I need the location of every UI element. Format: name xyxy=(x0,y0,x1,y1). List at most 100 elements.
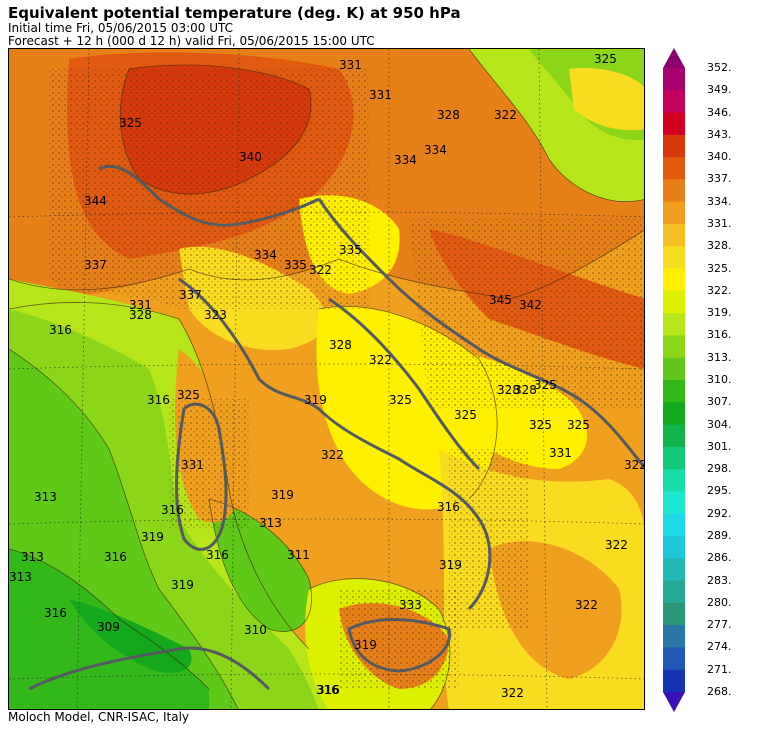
contour-label: 334 xyxy=(424,143,447,157)
contour-label: 309 xyxy=(97,620,120,634)
colorbar-bottom-arrow xyxy=(663,692,685,712)
contour-label: 319 xyxy=(354,638,377,652)
contour-labels: 325 331 331 322 325 328 334 334 340 344 … xyxy=(9,52,645,700)
contour-label: 322 xyxy=(501,686,524,700)
colorbar-tick-label: 268. xyxy=(707,685,732,698)
border-line xyxy=(98,164,320,227)
italy-east-coast xyxy=(328,297,481,471)
colorbar-tick-label: 271. xyxy=(707,662,732,676)
contour-label: 345 xyxy=(489,293,512,307)
colorbar-tick-label: 352. xyxy=(707,61,732,74)
contour-label: 331 xyxy=(339,58,362,72)
contour-label: 316 xyxy=(316,683,339,697)
colorbar-segment xyxy=(663,469,685,492)
colorbar-tick-label: 307. xyxy=(707,395,732,409)
contour-label: 325 xyxy=(454,408,477,422)
colorbar-segment xyxy=(663,536,685,559)
colorbar-segment xyxy=(663,134,685,158)
colorbar-segment xyxy=(663,558,685,582)
contour-label: 328 xyxy=(329,338,352,352)
colorbar-segment xyxy=(663,112,685,136)
contour-lines xyxy=(9,49,644,709)
colorbar-segment xyxy=(663,179,685,203)
colorbar-segment xyxy=(663,402,685,426)
contour-label: 316 xyxy=(49,323,72,337)
colorbar-tick-label: 325. xyxy=(707,261,732,275)
colorbar-tick-label: 349. xyxy=(707,83,732,97)
map-canvas: 325 331 331 322 325 328 334 334 340 344 … xyxy=(9,49,645,709)
colorbar-segment xyxy=(663,268,685,292)
contour-label: 325 xyxy=(529,418,552,432)
terrain-texture-corsica xyxy=(169,399,249,529)
colorbar-tick-label: 304. xyxy=(707,417,732,431)
contour-label: 310 xyxy=(244,623,267,637)
colorbar-tick-label: 289. xyxy=(707,529,732,542)
contour-label: 325 xyxy=(389,393,412,407)
colorbar-tick-label: 295. xyxy=(707,484,732,498)
contour-label: 334 xyxy=(394,153,417,167)
colorbar-segment xyxy=(663,380,685,403)
contour-label: 322 xyxy=(321,448,344,462)
contour-label: 313 xyxy=(259,516,282,530)
contour-label: 316 xyxy=(147,393,170,407)
contour-label: 325 xyxy=(594,52,617,66)
contour-label: 322 xyxy=(624,458,645,472)
field-tyrrhenian-313 xyxy=(209,499,312,632)
model-credit: Moloch Model, CNR-ISAC, Italy xyxy=(8,710,190,724)
colorbar-tick-label: 322. xyxy=(707,283,732,297)
contour-label: 325 xyxy=(119,116,142,130)
colorbar-segment xyxy=(663,580,685,604)
contour-label: 337 xyxy=(84,258,107,272)
colorbar-tick-label: 331. xyxy=(707,217,732,230)
field-west-307 xyxy=(69,599,192,673)
contour-label: 337 xyxy=(179,288,202,302)
colorbar-tick-label: 343. xyxy=(707,127,732,141)
colorbar-tick-label: 310. xyxy=(707,373,732,386)
contour-label: 322 xyxy=(575,598,598,612)
terrain-texture-alps xyxy=(49,69,369,309)
colorbar-segment xyxy=(663,625,685,648)
contour-label: 316 xyxy=(161,503,184,517)
colorbar-segments xyxy=(663,68,685,693)
contour-label: 334 xyxy=(254,248,277,262)
colorbar-segment xyxy=(663,602,685,626)
contour-label: 316 xyxy=(206,548,229,562)
contour-label: 316 xyxy=(317,683,340,697)
africa-coast xyxy=(28,646,271,691)
colorbar-segment xyxy=(663,224,685,247)
colorbar-segment xyxy=(663,90,685,114)
contour-label: 319 xyxy=(141,530,164,544)
contour-label: 311 xyxy=(287,548,310,562)
contour-label: 325 xyxy=(177,388,200,402)
colorbar-tick-label: 292. xyxy=(707,506,732,520)
colorbar-tick-label: 298. xyxy=(707,462,732,476)
contour-label: 331 xyxy=(181,458,204,472)
contour-label: 333 xyxy=(399,598,422,612)
colorbar xyxy=(663,48,685,712)
contour-label: 319 xyxy=(171,578,194,592)
contour-label: 328 xyxy=(514,383,537,397)
colorbar-segment xyxy=(663,446,685,470)
contour-label: 313 xyxy=(34,490,57,504)
colorbar-tick-label: 334. xyxy=(707,194,732,208)
contour-label: 319 xyxy=(304,393,327,407)
colorbar-segment xyxy=(663,201,685,225)
colorbar-tick-label: 277. xyxy=(707,618,732,632)
contour-label: 325 xyxy=(534,378,557,392)
contour-label: 328 xyxy=(497,383,520,397)
colorbar-top-arrow xyxy=(663,48,685,68)
contour-label: 316 xyxy=(437,500,460,514)
colorbar-segment xyxy=(663,246,685,270)
contour-label: 331 xyxy=(549,446,572,460)
colorbar-segment xyxy=(663,669,685,693)
colorbar-segment xyxy=(663,647,685,671)
contour-label: 325 xyxy=(567,418,590,432)
colorbar-tick-label: 301. xyxy=(707,439,732,453)
colorbar-tick-label: 274. xyxy=(707,640,732,654)
colorbar-segment xyxy=(663,491,685,515)
initial-time: Initial time Fri, 05/06/2015 03:00 UTC xyxy=(8,21,234,35)
contour-label: 335 xyxy=(284,258,307,272)
adriatic-east-coast xyxy=(317,198,644,469)
contour-label: 340 xyxy=(239,150,262,164)
colorbar-tick-label: 346. xyxy=(707,105,732,119)
